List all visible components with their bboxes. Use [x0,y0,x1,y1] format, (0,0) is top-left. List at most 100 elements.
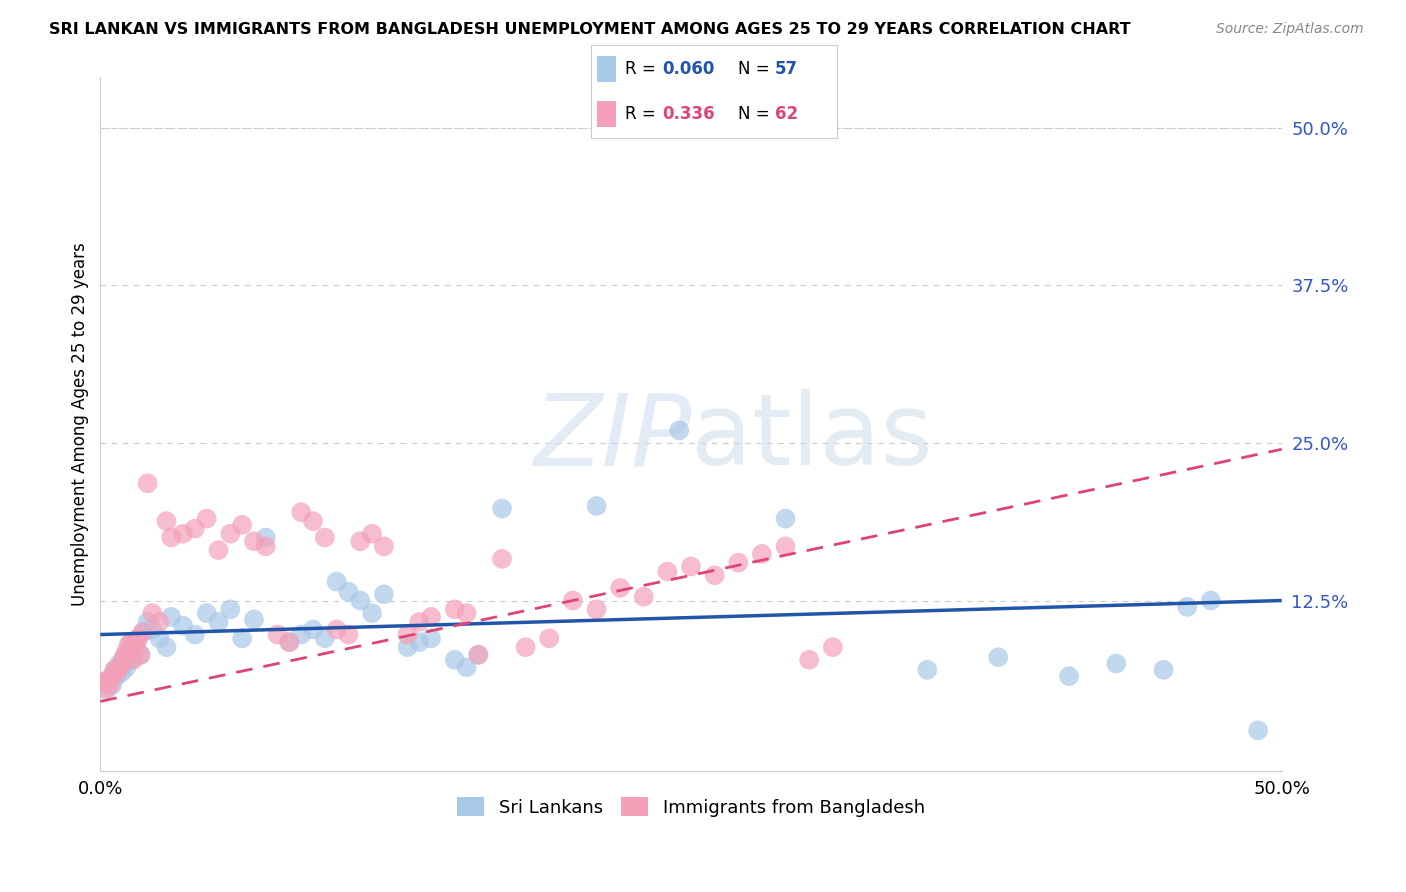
Point [420,610,443,624]
Text: N =: N = [738,105,775,123]
Point [775,511,797,525]
Point [538,632,561,646]
Point [243,534,266,549]
Point [278,635,301,649]
Point [408,635,430,649]
Point [125,640,148,655]
Point [987,650,1010,665]
Point [1247,723,1270,738]
Point [408,615,430,629]
Bar [596,56,616,82]
Point [105,665,128,680]
Point [456,660,478,674]
Point [917,663,939,677]
Text: 57: 57 [775,60,799,78]
Point [96,673,118,687]
Point [657,565,679,579]
Point [136,615,159,629]
Point [98,678,121,692]
Point [112,650,135,665]
Point [112,650,135,665]
Point [115,644,138,658]
Point [98,673,121,687]
Bar [596,101,616,127]
Point [127,632,149,646]
Point [633,590,655,604]
Point [467,648,489,662]
Point [290,627,312,641]
Point [727,556,749,570]
Point [751,547,773,561]
Point [396,640,419,655]
Point [821,640,844,655]
Point [254,539,277,553]
Point [132,625,155,640]
Text: 62: 62 [775,105,799,123]
Text: 0.336: 0.336 [662,105,714,123]
Y-axis label: Unemployment Among Ages 25 to 29 years: Unemployment Among Ages 25 to 29 years [72,243,89,606]
Point [219,526,242,541]
Point [129,648,152,662]
Point [679,559,702,574]
Point [443,653,465,667]
Point [1105,657,1128,671]
Point [314,632,336,646]
Point [278,635,301,649]
Point [420,632,443,646]
Point [110,657,132,671]
Point [302,623,325,637]
Point [1057,669,1080,683]
Point [155,514,177,528]
Point [101,678,124,692]
Point [141,606,163,620]
Point [129,648,152,662]
Point [110,665,132,680]
Point [122,653,145,667]
Point [396,627,419,641]
Point [115,660,138,674]
Point [91,675,114,690]
Point [231,632,253,646]
Point [325,574,347,589]
Point [101,669,124,683]
Legend: Sri Lankans, Immigrants from Bangladesh: Sri Lankans, Immigrants from Bangladesh [450,790,932,824]
Point [337,584,360,599]
Point [172,619,194,633]
Text: Source: ZipAtlas.com: Source: ZipAtlas.com [1216,22,1364,37]
Point [231,517,253,532]
Point [467,648,489,662]
Point [184,627,207,641]
Point [172,526,194,541]
Text: R =: R = [624,105,661,123]
Point [325,623,347,637]
Point [155,640,177,655]
Point [94,681,117,696]
Text: ZIP: ZIP [533,390,690,486]
Point [561,593,583,607]
Point [373,539,395,553]
Point [105,669,128,683]
Point [775,539,797,553]
Point [160,610,183,624]
Point [120,653,142,667]
Point [349,534,371,549]
Point [1175,599,1198,614]
Text: 0.060: 0.060 [662,60,714,78]
Point [456,606,478,620]
Point [94,675,117,690]
Point [184,522,207,536]
Point [141,623,163,637]
Point [609,581,631,595]
Point [243,612,266,626]
Point [122,638,145,652]
Point [160,531,183,545]
Point [799,653,821,667]
Point [361,606,384,620]
Point [207,615,229,629]
Point [585,499,607,513]
Point [120,635,142,649]
Text: atlas: atlas [690,390,932,486]
Point [118,644,141,658]
Point [703,568,725,582]
Point [136,476,159,491]
